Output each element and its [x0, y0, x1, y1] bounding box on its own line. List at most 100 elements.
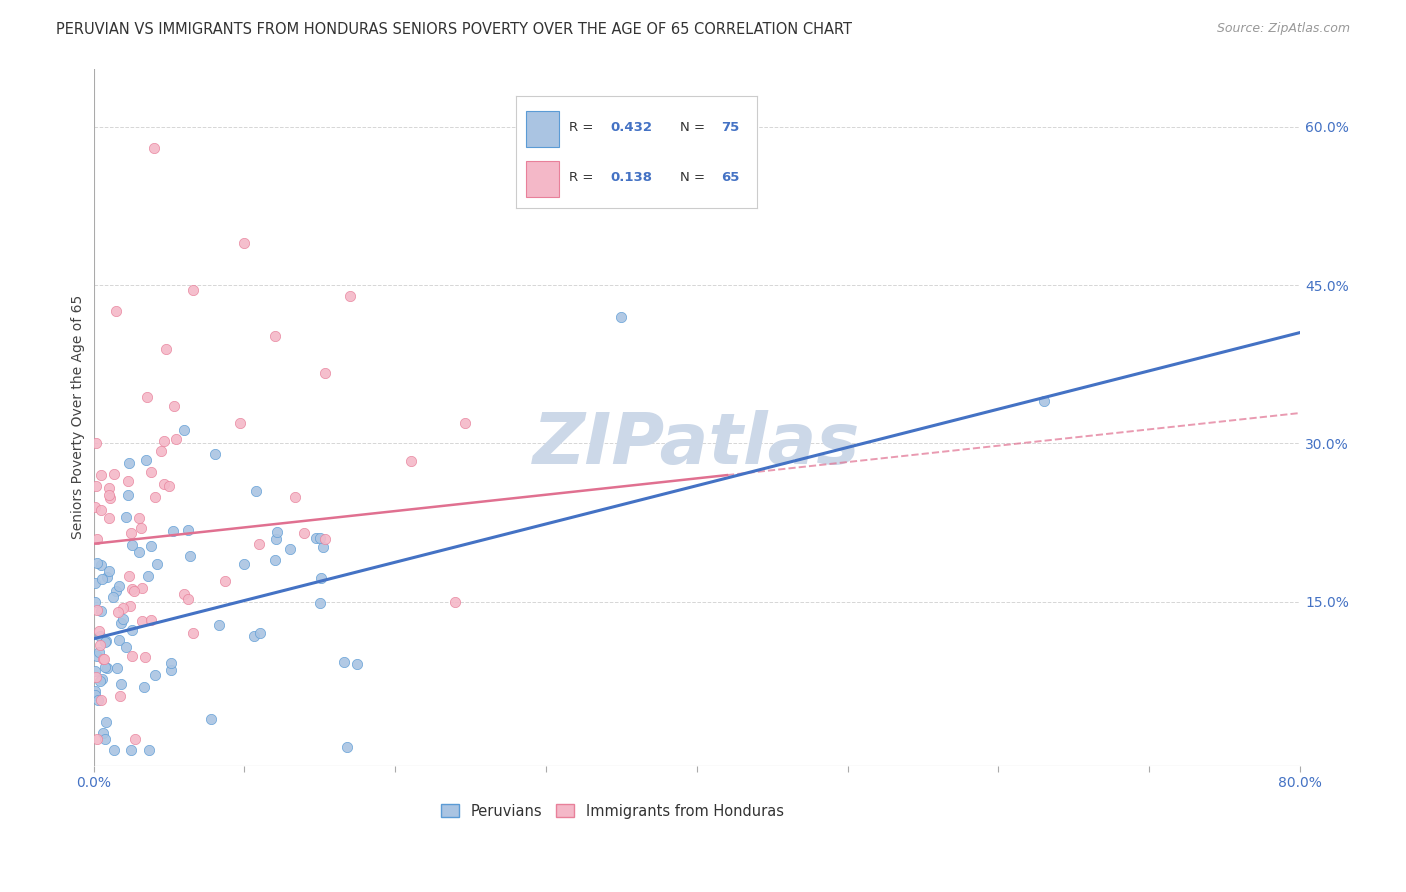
Point	[610, 310, 633, 324]
Point	[84, 669, 107, 683]
Point	[135, 390, 157, 404]
Point	[139, 465, 162, 479]
Point	[128, 511, 150, 525]
Point	[139, 539, 162, 553]
Point	[122, 584, 145, 599]
Point	[179, 549, 201, 564]
Text: Source: ZipAtlas.com: Source: ZipAtlas.com	[1216, 22, 1350, 36]
Point	[173, 587, 195, 601]
Point	[98, 491, 121, 505]
Point	[181, 283, 204, 297]
Point	[121, 582, 143, 596]
Point	[443, 594, 465, 608]
Point	[97, 564, 120, 578]
Point	[314, 366, 336, 380]
Point	[117, 488, 139, 502]
Point	[121, 538, 143, 552]
Point	[163, 399, 186, 413]
Point	[118, 569, 141, 583]
Point	[91, 572, 114, 586]
Point	[112, 612, 135, 626]
Point	[266, 525, 288, 540]
Point	[401, 454, 423, 468]
Point	[284, 490, 307, 504]
Point	[93, 732, 115, 747]
Point	[146, 558, 169, 572]
Point	[214, 574, 236, 588]
Point	[90, 604, 112, 618]
Point	[150, 444, 173, 458]
Point	[91, 726, 114, 740]
Point	[94, 635, 117, 649]
Point	[136, 569, 159, 583]
Point	[229, 416, 252, 430]
Point	[131, 521, 153, 535]
Point	[101, 590, 124, 604]
Point	[242, 629, 264, 643]
Point	[91, 673, 114, 687]
Point	[108, 633, 131, 648]
Point	[89, 629, 111, 643]
Point	[159, 657, 181, 671]
Point	[94, 660, 117, 674]
Point	[118, 456, 141, 470]
Point	[208, 618, 231, 632]
Point	[233, 235, 256, 250]
Point	[84, 576, 107, 591]
Point	[86, 532, 108, 546]
Point	[346, 657, 368, 671]
Point	[152, 434, 174, 449]
Point	[305, 531, 328, 545]
Point	[143, 491, 166, 505]
Point	[110, 615, 132, 630]
Point	[173, 423, 195, 437]
Point	[336, 740, 359, 755]
Point	[292, 526, 315, 541]
Point	[131, 581, 153, 595]
Point	[134, 650, 156, 665]
Point	[90, 502, 112, 516]
Point	[117, 474, 139, 488]
Point	[105, 304, 128, 318]
Point	[110, 677, 132, 691]
Point	[84, 500, 107, 515]
Point	[96, 570, 118, 584]
Point	[157, 479, 180, 493]
Point	[121, 624, 143, 638]
Point	[89, 645, 111, 659]
Point	[115, 640, 138, 654]
Point	[159, 663, 181, 677]
Point	[84, 665, 107, 679]
Point	[153, 477, 176, 491]
Point	[204, 447, 226, 461]
Point	[247, 537, 270, 551]
Point	[142, 141, 165, 155]
Point	[143, 667, 166, 681]
Point	[278, 542, 301, 557]
Point	[89, 624, 111, 638]
Point	[233, 558, 256, 572]
Point	[90, 558, 112, 572]
Point	[89, 674, 111, 689]
Point	[84, 684, 107, 698]
Point	[107, 661, 129, 675]
Point	[108, 689, 131, 703]
Point	[263, 552, 285, 566]
Point	[107, 579, 129, 593]
Point	[118, 599, 141, 614]
Point	[128, 545, 150, 559]
Point	[1032, 394, 1054, 409]
Point	[120, 525, 142, 540]
Point	[86, 648, 108, 663]
Point	[124, 732, 146, 747]
Point	[84, 688, 107, 702]
Point	[249, 625, 271, 640]
Point	[264, 532, 287, 546]
Point	[94, 634, 117, 648]
Point	[339, 288, 361, 302]
Point	[96, 714, 118, 729]
Point	[139, 613, 162, 627]
Point	[104, 584, 127, 599]
Point	[245, 483, 267, 498]
Point	[91, 652, 114, 666]
